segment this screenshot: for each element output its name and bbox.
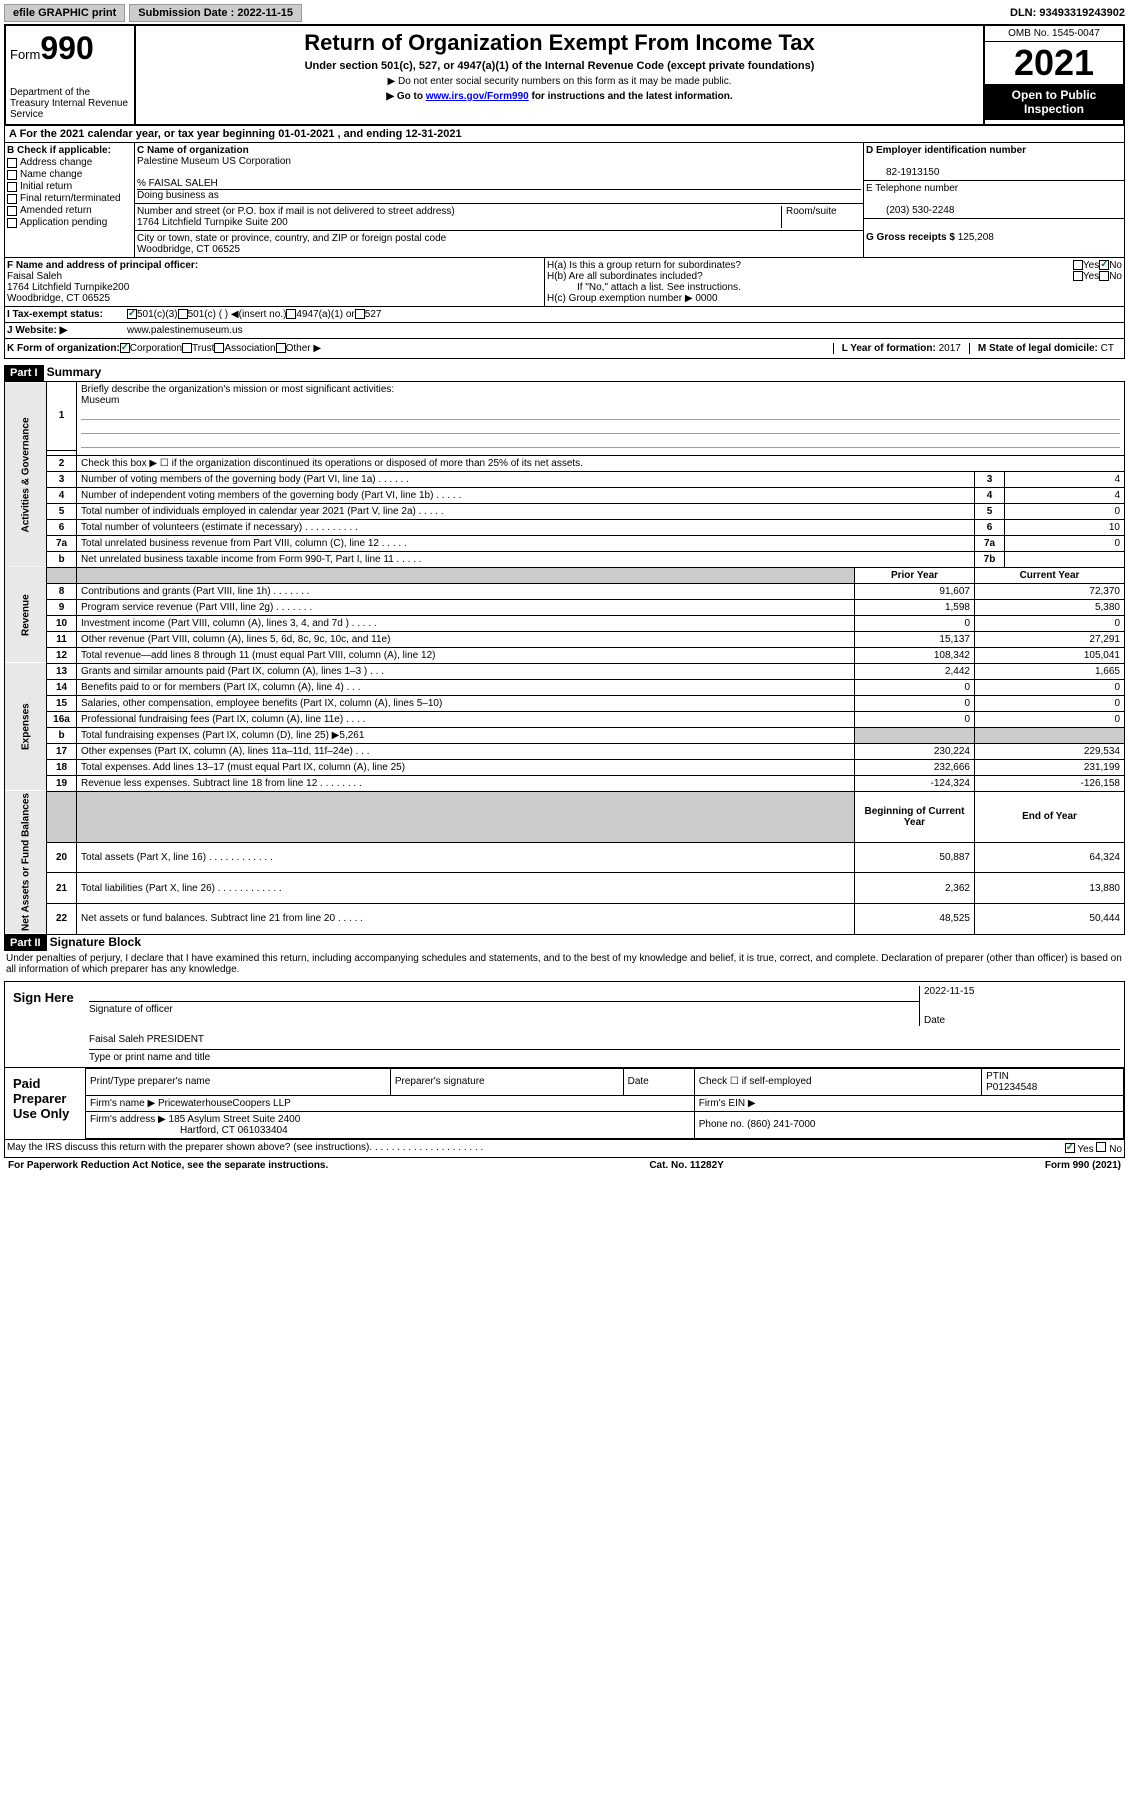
section-i: I Tax-exempt status: 501(c)(3) 501(c) ( … bbox=[4, 307, 1125, 323]
cb-initial-return[interactable] bbox=[7, 182, 17, 192]
cb-501c[interactable] bbox=[178, 309, 188, 319]
page-footer: For Paperwork Reduction Act Notice, see … bbox=[4, 1158, 1125, 1173]
discuss-row: May the IRS discuss this return with the… bbox=[4, 1140, 1125, 1158]
cb-hb-no[interactable] bbox=[1099, 271, 1109, 281]
sign-here-label: Sign Here bbox=[5, 982, 85, 1067]
dln-text: DLN: 93493319243902 bbox=[1010, 7, 1125, 19]
part-1-header-row: Part I Summary bbox=[4, 365, 1125, 381]
tax-year: 2021 bbox=[985, 42, 1123, 84]
signature-block: Sign Here Signature of officer2022-11-15… bbox=[4, 981, 1125, 1140]
cb-ha-yes[interactable] bbox=[1073, 260, 1083, 270]
part-2-header-row: Part II Signature Block bbox=[4, 935, 1125, 951]
cb-application-pending[interactable] bbox=[7, 218, 17, 228]
cb-4947[interactable] bbox=[286, 309, 296, 319]
cb-final-return[interactable] bbox=[7, 194, 17, 204]
part-1-header: Part I bbox=[4, 365, 44, 381]
cb-amended[interactable] bbox=[7, 206, 17, 216]
top-bar: efile GRAPHIC print Submission Date : 20… bbox=[4, 4, 1125, 22]
cb-trust[interactable] bbox=[182, 343, 192, 353]
cb-other[interactable] bbox=[276, 343, 286, 353]
form-title: Return of Organization Exempt From Incom… bbox=[140, 30, 979, 56]
cb-527[interactable] bbox=[355, 309, 365, 319]
cb-corp[interactable] bbox=[120, 343, 130, 353]
cb-discuss-no[interactable] bbox=[1096, 1142, 1106, 1152]
cb-501c3[interactable] bbox=[127, 309, 137, 319]
dept-text: Department of the Treasury Internal Reve… bbox=[10, 87, 130, 120]
irs-link[interactable]: www.irs.gov/Form990 bbox=[426, 91, 529, 102]
penalty-text: Under penalties of perjury, I declare th… bbox=[4, 951, 1125, 977]
cb-name-change[interactable] bbox=[7, 170, 17, 180]
section-c: C Name of organizationPalestine Museum U… bbox=[135, 143, 864, 257]
part-2-header: Part II bbox=[4, 935, 47, 951]
row-a-tax-year: A For the 2021 calendar year, or tax yea… bbox=[4, 126, 1125, 143]
form-header: Form990 Department of the Treasury Inter… bbox=[4, 24, 1125, 126]
form-subtitle: Under section 501(c), 527, or 4947(a)(1)… bbox=[140, 60, 979, 72]
section-fgh: F Name and address of principal officer:… bbox=[4, 258, 1125, 307]
vert-expenses: Expenses bbox=[5, 663, 47, 791]
vert-net-assets: Net Assets or Fund Balances bbox=[5, 791, 47, 934]
section-f: F Name and address of principal officer:… bbox=[5, 258, 545, 306]
summary-table: Activities & Governance 1 Briefly descri… bbox=[4, 381, 1125, 935]
cb-assoc[interactable] bbox=[214, 343, 224, 353]
cb-address-change[interactable] bbox=[7, 158, 17, 168]
section-h: H(a) Is this a group return for subordin… bbox=[545, 258, 1124, 306]
form-number: Form990 bbox=[10, 30, 130, 67]
cb-discuss-yes[interactable] bbox=[1065, 1143, 1075, 1153]
omb-number: OMB No. 1545-0047 bbox=[985, 26, 1123, 42]
note-ssn: ▶ Do not enter social security numbers o… bbox=[140, 76, 979, 87]
inspection-badge: Open to Public Inspection bbox=[985, 84, 1123, 120]
vert-activities: Activities & Governance bbox=[5, 382, 47, 568]
cb-ha-no[interactable] bbox=[1099, 260, 1109, 270]
preparer-table: Print/Type preparer's namePreparer's sig… bbox=[85, 1068, 1124, 1139]
section-b: B Check if applicable: Address change Na… bbox=[5, 143, 135, 257]
section-bcd: B Check if applicable: Address change Na… bbox=[4, 143, 1125, 258]
submission-date-button[interactable]: Submission Date : 2022-11-15 bbox=[129, 4, 302, 22]
cb-hb-yes[interactable] bbox=[1073, 271, 1083, 281]
section-d: D Employer identification number82-19131… bbox=[864, 143, 1124, 257]
vert-revenue: Revenue bbox=[5, 567, 47, 663]
paid-prep-label: Paid Preparer Use Only bbox=[5, 1068, 85, 1139]
efile-print-button[interactable]: efile GRAPHIC print bbox=[4, 4, 125, 22]
note-website: ▶ Go to www.irs.gov/Form990 for instruct… bbox=[140, 91, 979, 102]
section-j: J Website: ▶ www.palestinemuseum.us bbox=[4, 323, 1125, 339]
section-k: K Form of organization: Corporation Trus… bbox=[4, 339, 1125, 359]
